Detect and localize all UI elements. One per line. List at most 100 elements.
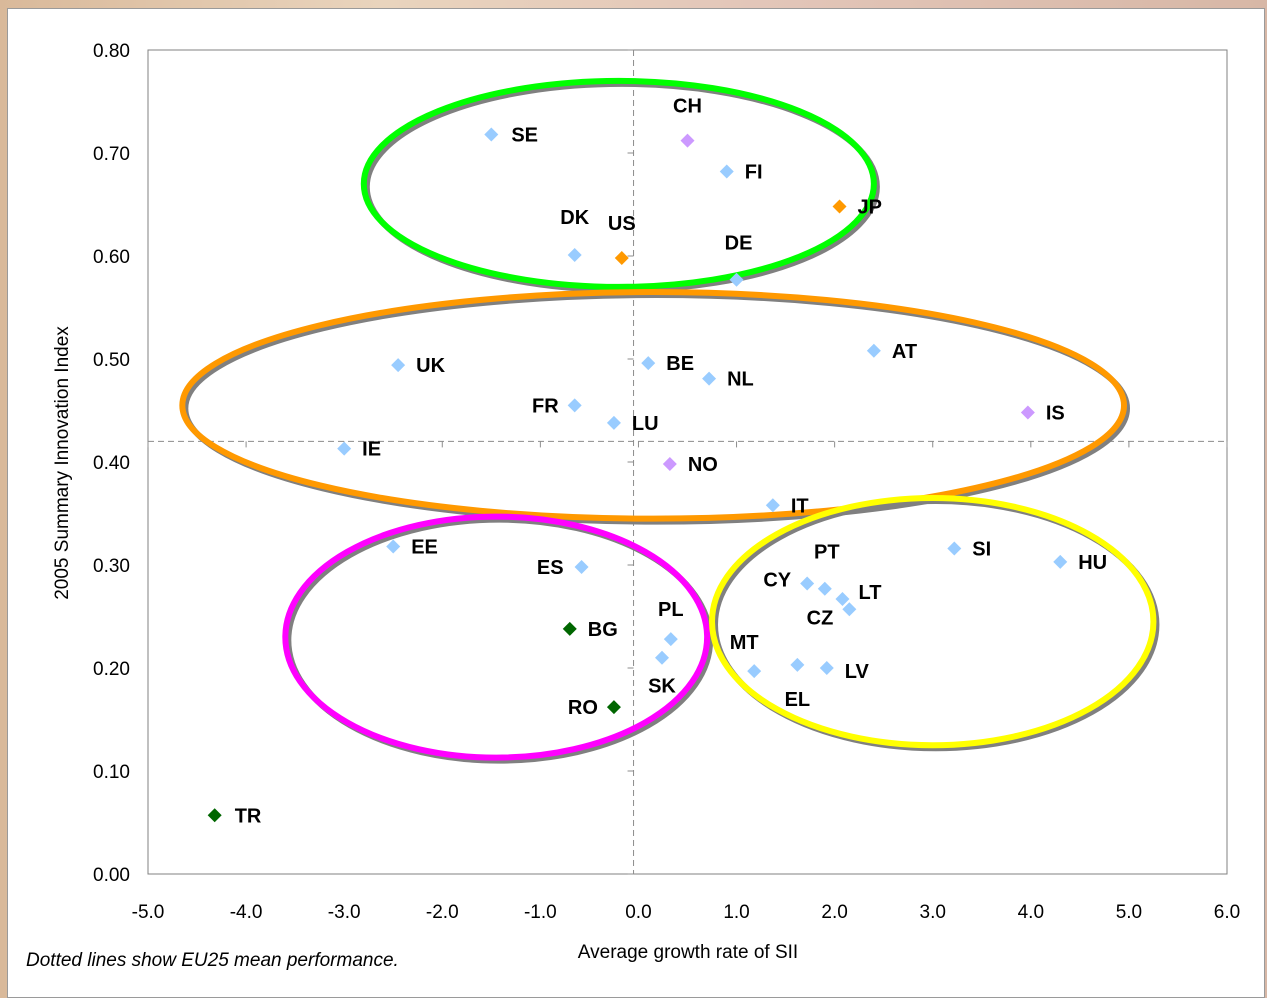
cluster-ellipses: [179, 77, 1160, 764]
data-point-nl: [702, 371, 717, 386]
point-label-nl: NL: [727, 369, 754, 391]
point-label-us: US: [608, 213, 636, 235]
data-point-es: [574, 560, 589, 575]
y-axis-title: 2005 Summary Innovation Index: [52, 326, 73, 600]
data-point-dk: [567, 247, 582, 262]
point-label-mt: MT: [730, 632, 759, 654]
y-tick-label: 0.50: [93, 350, 130, 371]
cluster-ellipse: [282, 513, 711, 761]
data-point-el: [790, 657, 805, 672]
x-tick-label: -1.0: [524, 902, 557, 923]
y-tick-label: 0.10: [93, 762, 130, 783]
data-point-cy: [800, 576, 815, 591]
footnote: Dotted lines show EU25 mean performance.: [26, 950, 399, 971]
x-tick-label: -5.0: [132, 902, 165, 923]
data-point-hu: [1053, 554, 1068, 569]
point-label-ch: CH: [673, 96, 702, 118]
x-tick-label: 4.0: [1018, 902, 1044, 923]
mean-reference-lines: [147, 49, 1228, 875]
data-point-no: [662, 457, 677, 472]
data-point-fi: [719, 164, 734, 179]
data-point-lv: [819, 661, 834, 675]
cluster-ellipse: [360, 77, 877, 290]
data-point-lt: [835, 591, 850, 606]
y-tick-label: 0.30: [93, 556, 130, 577]
point-label-it: IT: [791, 495, 809, 517]
y-tick-label: 0.20: [93, 659, 130, 680]
data-point-ro: [606, 700, 621, 715]
data-point-uk: [391, 358, 406, 373]
data-point-fr: [567, 398, 582, 413]
point-label-ee: EE: [411, 536, 438, 558]
point-label-ro: RO: [568, 697, 598, 719]
point-label-dk: DK: [560, 207, 589, 229]
point-label-bg: BG: [588, 619, 618, 641]
y-tick-label: 0.70: [93, 144, 130, 165]
chart-frame: [7, 8, 1265, 998]
x-tick-label: 1.0: [723, 902, 749, 923]
point-label-de: DE: [725, 233, 753, 255]
data-point-tr: [207, 808, 222, 823]
x-tick-label: -4.0: [230, 902, 263, 923]
point-label-lt: LT: [858, 582, 881, 604]
data-point-se: [484, 127, 499, 142]
axes: -5.0 -4.0 -3.0 -2.0 -1.0 0.0 1.0 2.0 3.0 4.0 5.0 6.…: [93, 41, 1240, 923]
x-axis-title: Average growth rate of SII: [578, 942, 798, 963]
x-tick-label: 2.0: [821, 902, 847, 923]
data-point-jp: [832, 199, 847, 214]
y-tick-label: 0.40: [93, 453, 130, 474]
y-tick-label: 0.00: [93, 865, 130, 886]
x-tick-label: 0.0: [625, 902, 651, 923]
data-point-ie: [337, 441, 352, 456]
point-label-fr: FR: [532, 395, 559, 417]
point-label-si: SI: [972, 539, 991, 561]
point-label-se: SE: [511, 124, 538, 146]
point-label-jp: JP: [858, 197, 882, 219]
data-point-bg: [562, 621, 577, 636]
point-label-hu: HU: [1078, 552, 1107, 574]
plot-border: [147, 49, 1228, 875]
point-label-el: EL: [785, 689, 811, 711]
point-labels: SE CH FI JP DK US DE AT UK BE NL FR IS LU IE NO IT EE SI HU…: [235, 96, 1107, 828]
cluster-ellipse: [709, 495, 1157, 749]
cluster-ellipse: [179, 289, 1128, 522]
data-point-it: [765, 498, 780, 513]
plot-area: [147, 49, 1228, 875]
x-tick-label: -2.0: [426, 902, 459, 923]
data-point-us: [614, 251, 629, 266]
point-label-cz: CZ: [807, 607, 834, 629]
point-label-lu: LU: [632, 413, 659, 435]
point-label-sk: SK: [648, 676, 676, 698]
y-tick-label: 0.60: [93, 247, 130, 268]
data-point-at: [866, 343, 881, 358]
x-tick-label: 6.0: [1214, 902, 1240, 923]
point-label-pt: PT: [814, 542, 840, 564]
point-label-ie: IE: [362, 439, 381, 461]
data-point-ee: [386, 539, 401, 554]
data-point-de: [729, 272, 744, 287]
point-label-fi: FI: [745, 162, 763, 184]
point-label-es: ES: [537, 557, 564, 579]
point-label-at: AT: [892, 341, 917, 363]
x-tick-label: 5.0: [1116, 902, 1142, 923]
point-label-pl: PL: [658, 599, 684, 621]
point-label-cy: CY: [763, 570, 791, 592]
point-label-be: BE: [666, 353, 694, 375]
data-point-ch: [680, 133, 695, 148]
data-point-lu: [606, 415, 621, 430]
data-point-sk: [654, 650, 669, 665]
data-point-pt: [817, 581, 832, 596]
point-label-tr: TR: [235, 805, 262, 827]
data-point-si: [947, 541, 962, 556]
data-point-mt: [747, 664, 762, 679]
x-tick-label: -3.0: [328, 902, 361, 923]
data-point-be: [641, 356, 656, 371]
x-tick-label: 3.0: [920, 902, 946, 923]
data-point-cz: [842, 602, 857, 617]
point-label-is: IS: [1046, 403, 1065, 425]
point-label-lv: LV: [845, 661, 870, 683]
data-point-pl: [663, 632, 678, 647]
point-label-no: NO: [688, 454, 718, 476]
data-point-is: [1020, 405, 1035, 420]
